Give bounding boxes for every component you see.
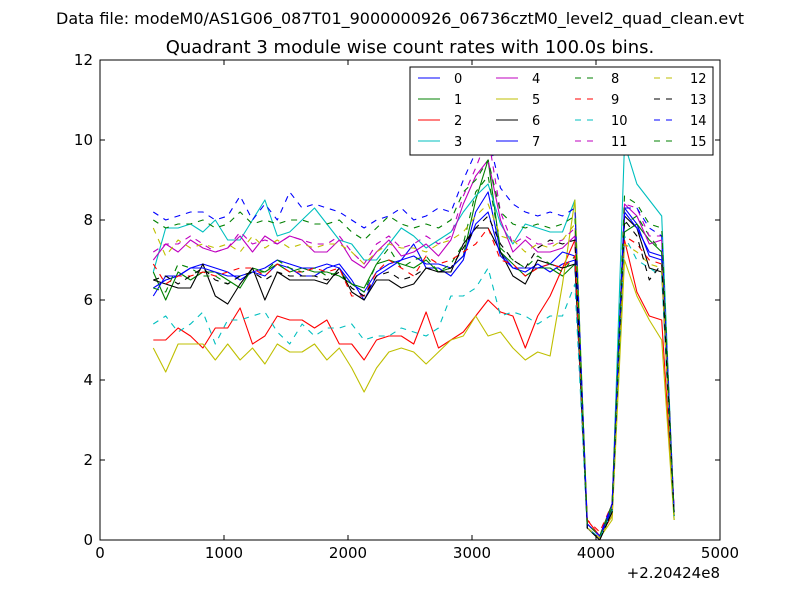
legend-box bbox=[409, 66, 714, 156]
series-line-13 bbox=[153, 215, 675, 541]
x-tick-label: 2000 bbox=[329, 544, 367, 562]
y-tick-label: 6 bbox=[83, 291, 93, 309]
y-tick-label: 8 bbox=[83, 211, 93, 229]
chart-title: Quadrant 3 module wise count rates with … bbox=[166, 37, 655, 58]
legend-label-6: 6 bbox=[532, 114, 540, 129]
series-line-8 bbox=[153, 175, 675, 537]
y-tick-label: 4 bbox=[83, 371, 93, 389]
x-tick-label: 5000 bbox=[701, 544, 739, 562]
x-offset-label: +2.20424e8 bbox=[627, 564, 720, 582]
legend-label-0: 0 bbox=[454, 72, 462, 87]
legend-label-13: 13 bbox=[690, 93, 707, 108]
y-tick-label: 10 bbox=[74, 131, 93, 149]
legend-label-1: 1 bbox=[454, 93, 462, 108]
y-tick-label: 12 bbox=[74, 51, 93, 69]
x-tick-label: 4000 bbox=[577, 544, 615, 562]
legend-label-7: 7 bbox=[532, 135, 540, 150]
legend-label-2: 2 bbox=[454, 114, 462, 129]
legend-label-14: 14 bbox=[690, 114, 707, 129]
legend-label-11: 11 bbox=[611, 135, 628, 150]
y-tick-label: 0 bbox=[83, 531, 93, 549]
series-line-14 bbox=[153, 135, 675, 537]
suptitle: Data file: modeM0/AS1G06_087T01_90000009… bbox=[56, 9, 744, 29]
legend-label-4: 4 bbox=[532, 72, 540, 87]
legend-label-15: 15 bbox=[690, 135, 707, 150]
x-tick-label: 1000 bbox=[205, 544, 243, 562]
legend-label-12: 12 bbox=[690, 72, 707, 87]
legend-label-8: 8 bbox=[611, 72, 619, 87]
x-tick-label: 3000 bbox=[453, 544, 491, 562]
legend-label-3: 3 bbox=[454, 135, 462, 150]
series-line-10 bbox=[153, 235, 675, 539]
x-tick-label: 0 bbox=[95, 544, 105, 562]
legend-label-10: 10 bbox=[611, 114, 628, 129]
legend-label-5: 5 bbox=[532, 93, 540, 108]
y-tick-label: 2 bbox=[83, 451, 93, 469]
series-line-15 bbox=[153, 159, 675, 537]
legend-label-9: 9 bbox=[611, 93, 619, 108]
